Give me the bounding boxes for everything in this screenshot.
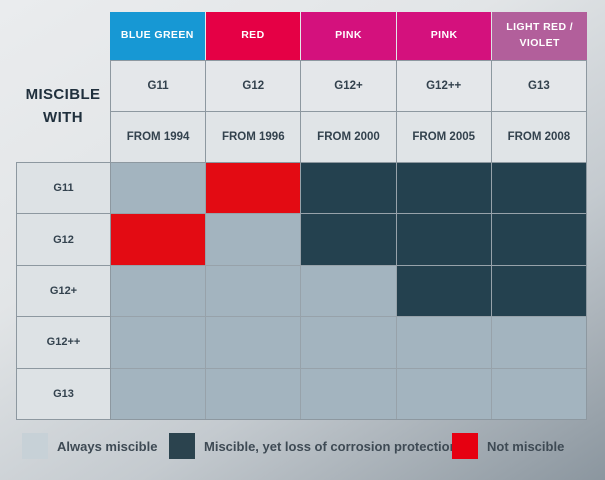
code-and-year-grid: G11 G12 G12+ G12++ G13 FROM 1994 FROM 1996 FROM… bbox=[110, 60, 587, 163]
cell-G11-G12+ bbox=[301, 163, 396, 214]
row-label-G12++: G12++ bbox=[17, 317, 110, 368]
column-code-G12: G12 bbox=[206, 61, 301, 111]
cell-G12+-G12++ bbox=[396, 265, 491, 317]
column-from-G13: FROM 2008 bbox=[491, 112, 586, 162]
legend-swatch-not bbox=[452, 433, 478, 459]
column-code-G12+: G12+ bbox=[301, 61, 396, 111]
cell-G12++-G11 bbox=[111, 317, 206, 368]
legend-item-always: Always miscible bbox=[22, 433, 157, 459]
cell-G12-G12++ bbox=[396, 214, 491, 265]
cell-G12++-G12 bbox=[206, 317, 301, 368]
row-label-G11: G11 bbox=[17, 163, 110, 214]
cell-G12++-G12+ bbox=[301, 317, 396, 368]
legend-swatch-always bbox=[22, 433, 48, 459]
column-from-G12: FROM 1996 bbox=[206, 112, 301, 162]
cell-G11-G12++ bbox=[396, 163, 491, 214]
column-color-header-G12++: PINK bbox=[396, 12, 492, 60]
cell-G12+-G13 bbox=[491, 265, 586, 317]
column-color-header-G12: RED bbox=[205, 12, 301, 60]
color-header-row: BLUE GREEN RED PINK PINK LIGHT RED / VIOLET bbox=[110, 12, 587, 60]
chart-title: MISCIBLE WITH bbox=[25, 86, 101, 126]
column-code-G12++: G12++ bbox=[396, 61, 491, 111]
cell-G12-G11 bbox=[111, 214, 206, 265]
cell-G12+-G11 bbox=[111, 265, 206, 317]
column-from-G12+: FROM 2000 bbox=[301, 112, 396, 162]
cell-G11-G13 bbox=[491, 163, 586, 214]
column-color-header-G12+: PINK bbox=[301, 12, 396, 60]
legend-item-not: Not miscible bbox=[452, 433, 564, 459]
column-from-G12++: FROM 2005 bbox=[396, 112, 491, 162]
legend-swatch-loss bbox=[169, 433, 195, 459]
row-label-G12+: G12+ bbox=[17, 265, 110, 317]
cell-G13-G12++ bbox=[396, 368, 491, 419]
cell-G12-G13 bbox=[491, 214, 586, 265]
row-label-G12: G12 bbox=[17, 214, 110, 265]
cell-G12+-G12+ bbox=[301, 265, 396, 317]
column-color-header-G13: LIGHT RED / VIOLET bbox=[492, 12, 587, 60]
column-color-header-G11: BLUE GREEN bbox=[110, 12, 205, 60]
cell-G12-G12 bbox=[206, 214, 301, 265]
column-from-G11: FROM 1994 bbox=[111, 112, 206, 162]
cell-G13-G12+ bbox=[301, 368, 396, 419]
cell-G13-G12 bbox=[206, 368, 301, 419]
cell-G13-G11 bbox=[111, 368, 206, 419]
legend-label-not: Not miscible bbox=[487, 438, 565, 454]
cell-G12++-G13 bbox=[491, 317, 586, 368]
cell-G12+-G12 bbox=[206, 265, 301, 317]
cell-G11-G12 bbox=[206, 163, 301, 214]
row-label-G13: G13 bbox=[17, 368, 110, 419]
legend-item-loss: Miscible, yet loss of corrosion protecti… bbox=[169, 433, 458, 459]
cell-G11-G11 bbox=[111, 163, 206, 214]
column-code-G13: G13 bbox=[491, 61, 586, 111]
cell-G13-G13 bbox=[491, 368, 586, 419]
row-label-column: G11 G12 G12+ G12++ G13 bbox=[16, 162, 110, 420]
column-code-G11: G11 bbox=[111, 61, 206, 111]
legend-label-always: Always miscible bbox=[57, 438, 158, 454]
miscibility-matrix bbox=[110, 162, 587, 420]
legend-label-loss: Miscible, yet loss of corrosion protecti… bbox=[204, 438, 458, 454]
cell-G12-G12+ bbox=[301, 214, 396, 265]
cell-G12++-G12++ bbox=[396, 317, 491, 368]
